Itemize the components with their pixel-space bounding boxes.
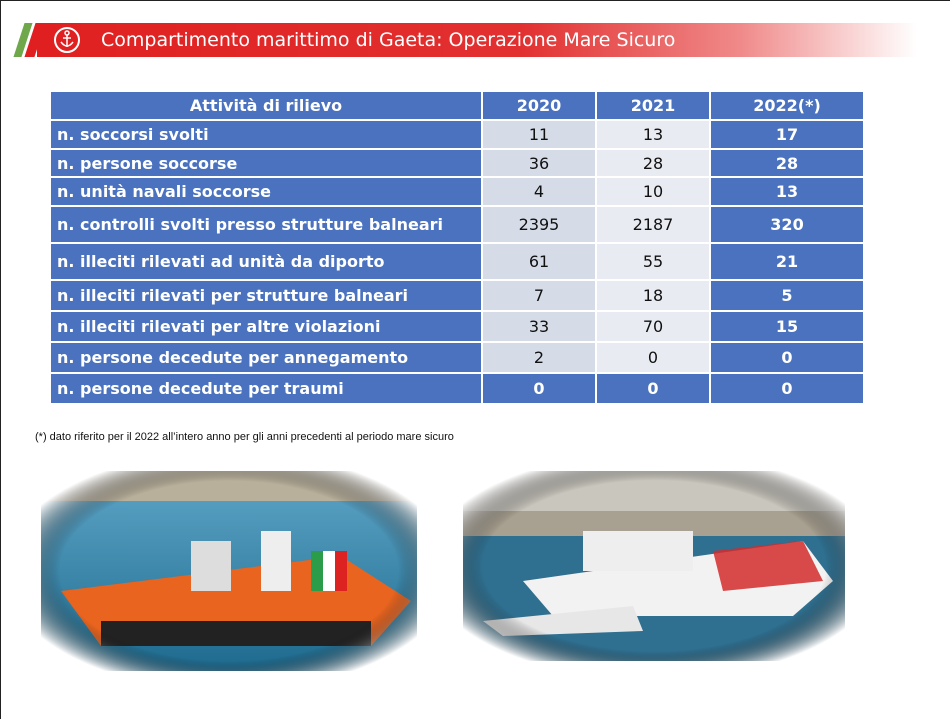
cell: 13 <box>711 178 863 205</box>
column-header: Attività di rilievo <box>51 92 481 119</box>
cell: 17 <box>711 121 863 148</box>
anchor-icon <box>53 26 81 54</box>
cell: 0 <box>597 374 709 403</box>
row-label: n. persone decedute per traumi <box>51 374 481 403</box>
cell: 28 <box>597 150 709 176</box>
cell: 5 <box>711 281 863 310</box>
cell: 0 <box>711 343 863 372</box>
slide-title: Compartimento marittimo di Gaeta: Operaz… <box>101 29 675 51</box>
table-row: n. controlli svolti presso strutture bal… <box>51 207 863 242</box>
column-header: 2020 <box>483 92 595 119</box>
cell: 55 <box>597 244 709 279</box>
row-label: n. illeciti rilevati ad unità da diporto <box>51 244 481 279</box>
cell: 0 <box>711 374 863 403</box>
row-label: n. persone decedute per annegamento <box>51 343 481 372</box>
table-row: n. illeciti rilevati per strutture balne… <box>51 281 863 310</box>
row-label: n. soccorsi svolti <box>51 121 481 148</box>
cell: 10 <box>597 178 709 205</box>
cell: 28 <box>711 150 863 176</box>
cell: 0 <box>483 374 595 403</box>
cell: 18 <box>597 281 709 310</box>
table-row: n. illeciti rilevati ad unità da diporto… <box>51 244 863 279</box>
cell: 33 <box>483 312 595 341</box>
row-label: n. persone soccorse <box>51 150 481 176</box>
photo-patrol <box>463 471 845 661</box>
cell: 2 <box>483 343 595 372</box>
cell: 320 <box>711 207 863 242</box>
cell: 36 <box>483 150 595 176</box>
slide: Compartimento marittimo di Gaeta: Operaz… <box>0 0 950 719</box>
cell: 13 <box>597 121 709 148</box>
row-label: n. illeciti rilevati per altre violazion… <box>51 312 481 341</box>
row-label: n. unità navali soccorse <box>51 178 481 205</box>
cell: 15 <box>711 312 863 341</box>
cell: 7 <box>483 281 595 310</box>
table-row: n. illeciti rilevati per altre violazion… <box>51 312 863 341</box>
photo-rib <box>41 471 417 671</box>
cell: 2187 <box>597 207 709 242</box>
row-label: n. illeciti rilevati per strutture balne… <box>51 281 481 310</box>
cell: 0 <box>597 343 709 372</box>
column-header: 2022(*) <box>711 92 863 119</box>
cell: 70 <box>597 312 709 341</box>
cell: 2395 <box>483 207 595 242</box>
cell: 21 <box>711 244 863 279</box>
column-header: 2021 <box>597 92 709 119</box>
cell: 61 <box>483 244 595 279</box>
cell: 4 <box>483 178 595 205</box>
cell: 11 <box>483 121 595 148</box>
footnote: (*) dato riferito per il 2022 all’intero… <box>35 431 454 443</box>
row-label: n. controlli svolti presso strutture bal… <box>51 207 481 242</box>
